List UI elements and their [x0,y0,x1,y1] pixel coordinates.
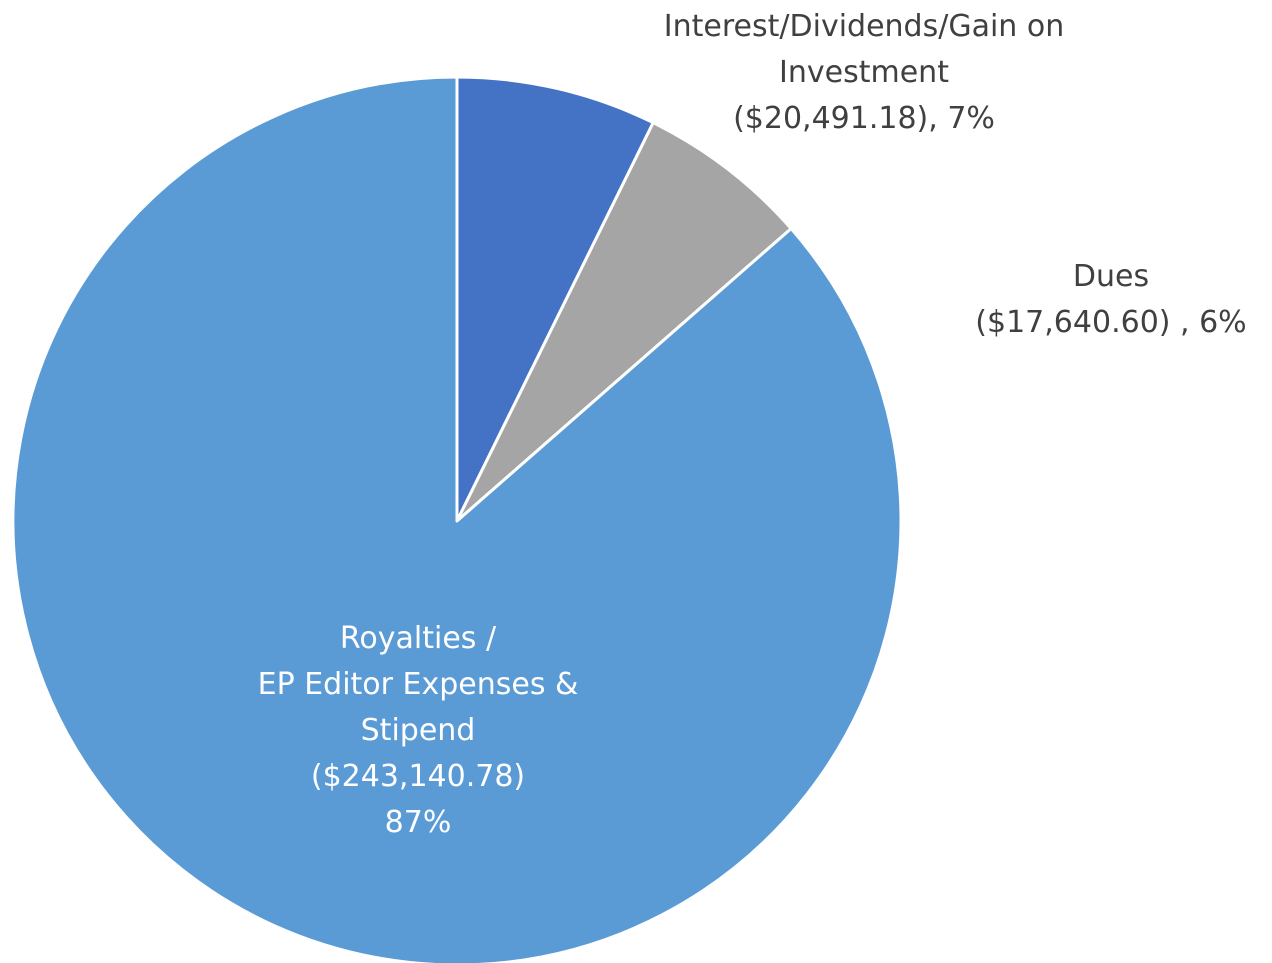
slice-royalties [11,75,903,963]
label-interest-dividends: Interest/Dividends/Gain on Investment ($… [664,4,1064,142]
label-royalties: Royalties / EP Editor Expenses & Stipend… [258,616,579,846]
label-interest-line-1: Interest/Dividends/Gain on [663,9,1065,44]
label-dues-line-2: ($17,640.60) , 6% [975,305,1247,340]
slice-interest-dividends [455,75,655,523]
label-royalties-line-4: ($243,140.78) [310,759,526,794]
label-dues-line-1: Dues [1072,259,1150,294]
label-royalties-line-5: 87% [384,805,452,840]
label-interest-line-3: ($20,491.18), 7% [733,101,995,136]
label-royalties-line-1: Royalties / [339,621,497,656]
label-interest-line-2: Investment [779,55,949,90]
label-royalties-line-3: Stipend [360,713,476,748]
label-dues: Dues ($17,640.60) , 6% [975,254,1246,346]
label-royalties-line-2: EP Editor Expenses & [257,667,579,702]
slice-dues [455,121,793,523]
